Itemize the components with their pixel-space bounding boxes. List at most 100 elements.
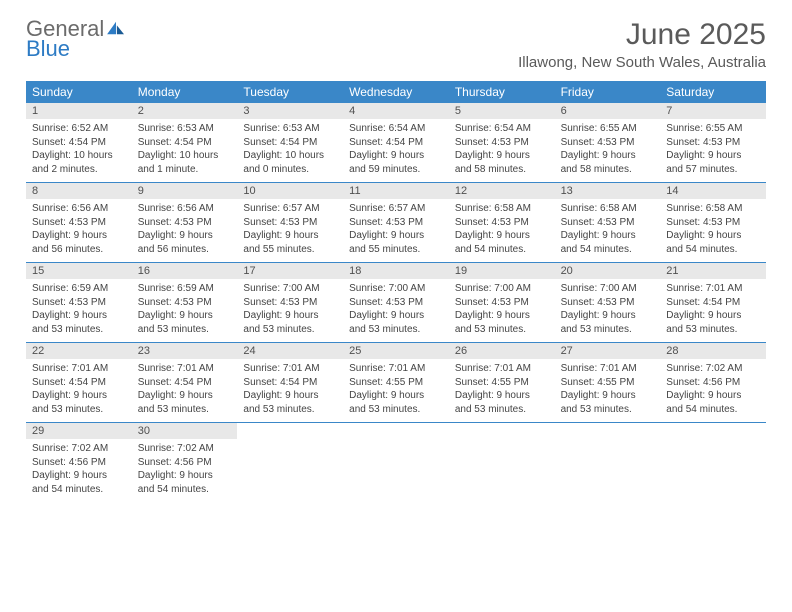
calendar-cell: 17Sunrise: 7:00 AMSunset: 4:53 PMDayligh… (237, 263, 343, 342)
cell-line: and 53 minutes. (243, 403, 337, 417)
cell-date: 3 (237, 103, 343, 119)
cell-body: Sunrise: 6:57 AMSunset: 4:53 PMDaylight:… (237, 199, 343, 262)
cell-line: Daylight: 10 hours (32, 149, 126, 163)
brand-text-blue: Blue (26, 38, 126, 60)
cell-line: and 53 minutes. (138, 323, 232, 337)
calendar-cell: 22Sunrise: 7:01 AMSunset: 4:54 PMDayligh… (26, 343, 132, 422)
cell-line: Sunset: 4:54 PM (138, 136, 232, 150)
cell-body: Sunrise: 7:00 AMSunset: 4:53 PMDaylight:… (343, 279, 449, 342)
cell-date: 29 (26, 423, 132, 439)
cell-body (237, 439, 343, 497)
cell-line: Sunrise: 6:54 AM (349, 122, 443, 136)
cell-line: Sunrise: 6:57 AM (349, 202, 443, 216)
cell-line: and 53 minutes. (243, 323, 337, 337)
cell-line: Sunset: 4:56 PM (666, 376, 760, 390)
cell-line: Sunrise: 6:56 AM (32, 202, 126, 216)
cell-line: Daylight: 9 hours (561, 229, 655, 243)
cell-date: 11 (343, 183, 449, 199)
cell-line: and 53 minutes. (455, 403, 549, 417)
cell-line: and 2 minutes. (32, 163, 126, 177)
calendar-cell: 16Sunrise: 6:59 AMSunset: 4:53 PMDayligh… (132, 263, 238, 342)
cell-line: and 1 minute. (138, 163, 232, 177)
cell-line: and 54 minutes. (32, 483, 126, 497)
brand-logo: GeneralBlue (26, 18, 126, 60)
cell-date: 7 (660, 103, 766, 119)
cell-body: Sunrise: 7:02 AMSunset: 4:56 PMDaylight:… (132, 439, 238, 502)
calendar-cell: 9Sunrise: 6:56 AMSunset: 4:53 PMDaylight… (132, 183, 238, 262)
calendar-cell: 6Sunrise: 6:55 AMSunset: 4:53 PMDaylight… (555, 103, 661, 182)
cell-body (343, 439, 449, 497)
cell-date: 4 (343, 103, 449, 119)
cell-line: Daylight: 9 hours (349, 229, 443, 243)
cell-body: Sunrise: 6:53 AMSunset: 4:54 PMDaylight:… (132, 119, 238, 182)
cell-body: Sunrise: 7:02 AMSunset: 4:56 PMDaylight:… (26, 439, 132, 502)
cell-date: 5 (449, 103, 555, 119)
cell-line: Sunrise: 7:02 AM (138, 442, 232, 456)
cell-date: 8 (26, 183, 132, 199)
calendar-cell (237, 423, 343, 502)
calendar-cell: 5Sunrise: 6:54 AMSunset: 4:53 PMDaylight… (449, 103, 555, 182)
cell-date: 27 (555, 343, 661, 359)
cell-line: Sunrise: 6:52 AM (32, 122, 126, 136)
cell-line: Sunset: 4:53 PM (666, 136, 760, 150)
cell-line: and 59 minutes. (349, 163, 443, 177)
week-row: 1Sunrise: 6:52 AMSunset: 4:54 PMDaylight… (26, 103, 766, 183)
cell-body: Sunrise: 6:55 AMSunset: 4:53 PMDaylight:… (660, 119, 766, 182)
cell-line: Daylight: 9 hours (666, 389, 760, 403)
cell-line: and 53 minutes. (138, 403, 232, 417)
cell-body: Sunrise: 7:00 AMSunset: 4:53 PMDaylight:… (555, 279, 661, 342)
cell-line: Sunrise: 7:00 AM (455, 282, 549, 296)
cell-date: 20 (555, 263, 661, 279)
calendar-cell: 2Sunrise: 6:53 AMSunset: 4:54 PMDaylight… (132, 103, 238, 182)
calendar-grid: Sunday Monday Tuesday Wednesday Thursday… (26, 81, 766, 502)
cell-line: and 53 minutes. (349, 323, 443, 337)
calendar-cell: 13Sunrise: 6:58 AMSunset: 4:53 PMDayligh… (555, 183, 661, 262)
cell-date: 18 (343, 263, 449, 279)
calendar-cell: 27Sunrise: 7:01 AMSunset: 4:55 PMDayligh… (555, 343, 661, 422)
cell-line: and 54 minutes. (561, 243, 655, 257)
cell-line: Sunset: 4:55 PM (455, 376, 549, 390)
calendar-cell: 25Sunrise: 7:01 AMSunset: 4:55 PMDayligh… (343, 343, 449, 422)
cell-line: Sunset: 4:53 PM (32, 216, 126, 230)
cell-date: 6 (555, 103, 661, 119)
cell-line: Daylight: 9 hours (138, 309, 232, 323)
cell-line: and 53 minutes. (561, 323, 655, 337)
week-row: 15Sunrise: 6:59 AMSunset: 4:53 PMDayligh… (26, 263, 766, 343)
cell-line: Sunrise: 6:59 AM (32, 282, 126, 296)
cell-line: and 53 minutes. (561, 403, 655, 417)
week-row: 29Sunrise: 7:02 AMSunset: 4:56 PMDayligh… (26, 423, 766, 502)
calendar-cell: 24Sunrise: 7:01 AMSunset: 4:54 PMDayligh… (237, 343, 343, 422)
month-title: June 2025 (518, 18, 766, 52)
calendar-cell: 3Sunrise: 6:53 AMSunset: 4:54 PMDaylight… (237, 103, 343, 182)
cell-line: and 53 minutes. (349, 403, 443, 417)
cell-line: Sunrise: 7:01 AM (243, 362, 337, 376)
cell-line: Daylight: 9 hours (455, 389, 549, 403)
cell-line: Daylight: 9 hours (561, 389, 655, 403)
cell-line: and 54 minutes. (666, 243, 760, 257)
cell-date: 15 (26, 263, 132, 279)
cell-line: and 55 minutes. (243, 243, 337, 257)
calendar-cell (555, 423, 661, 502)
cell-line: Sunrise: 7:02 AM (32, 442, 126, 456)
cell-date: 12 (449, 183, 555, 199)
cell-body (555, 439, 661, 497)
cell-line: and 55 minutes. (349, 243, 443, 257)
calendar-cell: 29Sunrise: 7:02 AMSunset: 4:56 PMDayligh… (26, 423, 132, 502)
calendar-cell (449, 423, 555, 502)
calendar-cell: 15Sunrise: 6:59 AMSunset: 4:53 PMDayligh… (26, 263, 132, 342)
cell-line: Daylight: 9 hours (138, 389, 232, 403)
cell-line: Sunset: 4:53 PM (32, 296, 126, 310)
cell-line: Daylight: 9 hours (349, 309, 443, 323)
cell-line: Sunset: 4:56 PM (32, 456, 126, 470)
cell-line: Sunset: 4:53 PM (455, 296, 549, 310)
cell-date (343, 423, 449, 439)
calendar-cell: 23Sunrise: 7:01 AMSunset: 4:54 PMDayligh… (132, 343, 238, 422)
cell-line: Sunset: 4:53 PM (243, 296, 337, 310)
cell-body: Sunrise: 6:53 AMSunset: 4:54 PMDaylight:… (237, 119, 343, 182)
calendar-cell: 14Sunrise: 6:58 AMSunset: 4:53 PMDayligh… (660, 183, 766, 262)
cell-line: Sunset: 4:55 PM (349, 376, 443, 390)
calendar-cell: 20Sunrise: 7:00 AMSunset: 4:53 PMDayligh… (555, 263, 661, 342)
calendar-cell (660, 423, 766, 502)
cell-line: Sunset: 4:54 PM (349, 136, 443, 150)
cell-line: Sunrise: 6:55 AM (666, 122, 760, 136)
